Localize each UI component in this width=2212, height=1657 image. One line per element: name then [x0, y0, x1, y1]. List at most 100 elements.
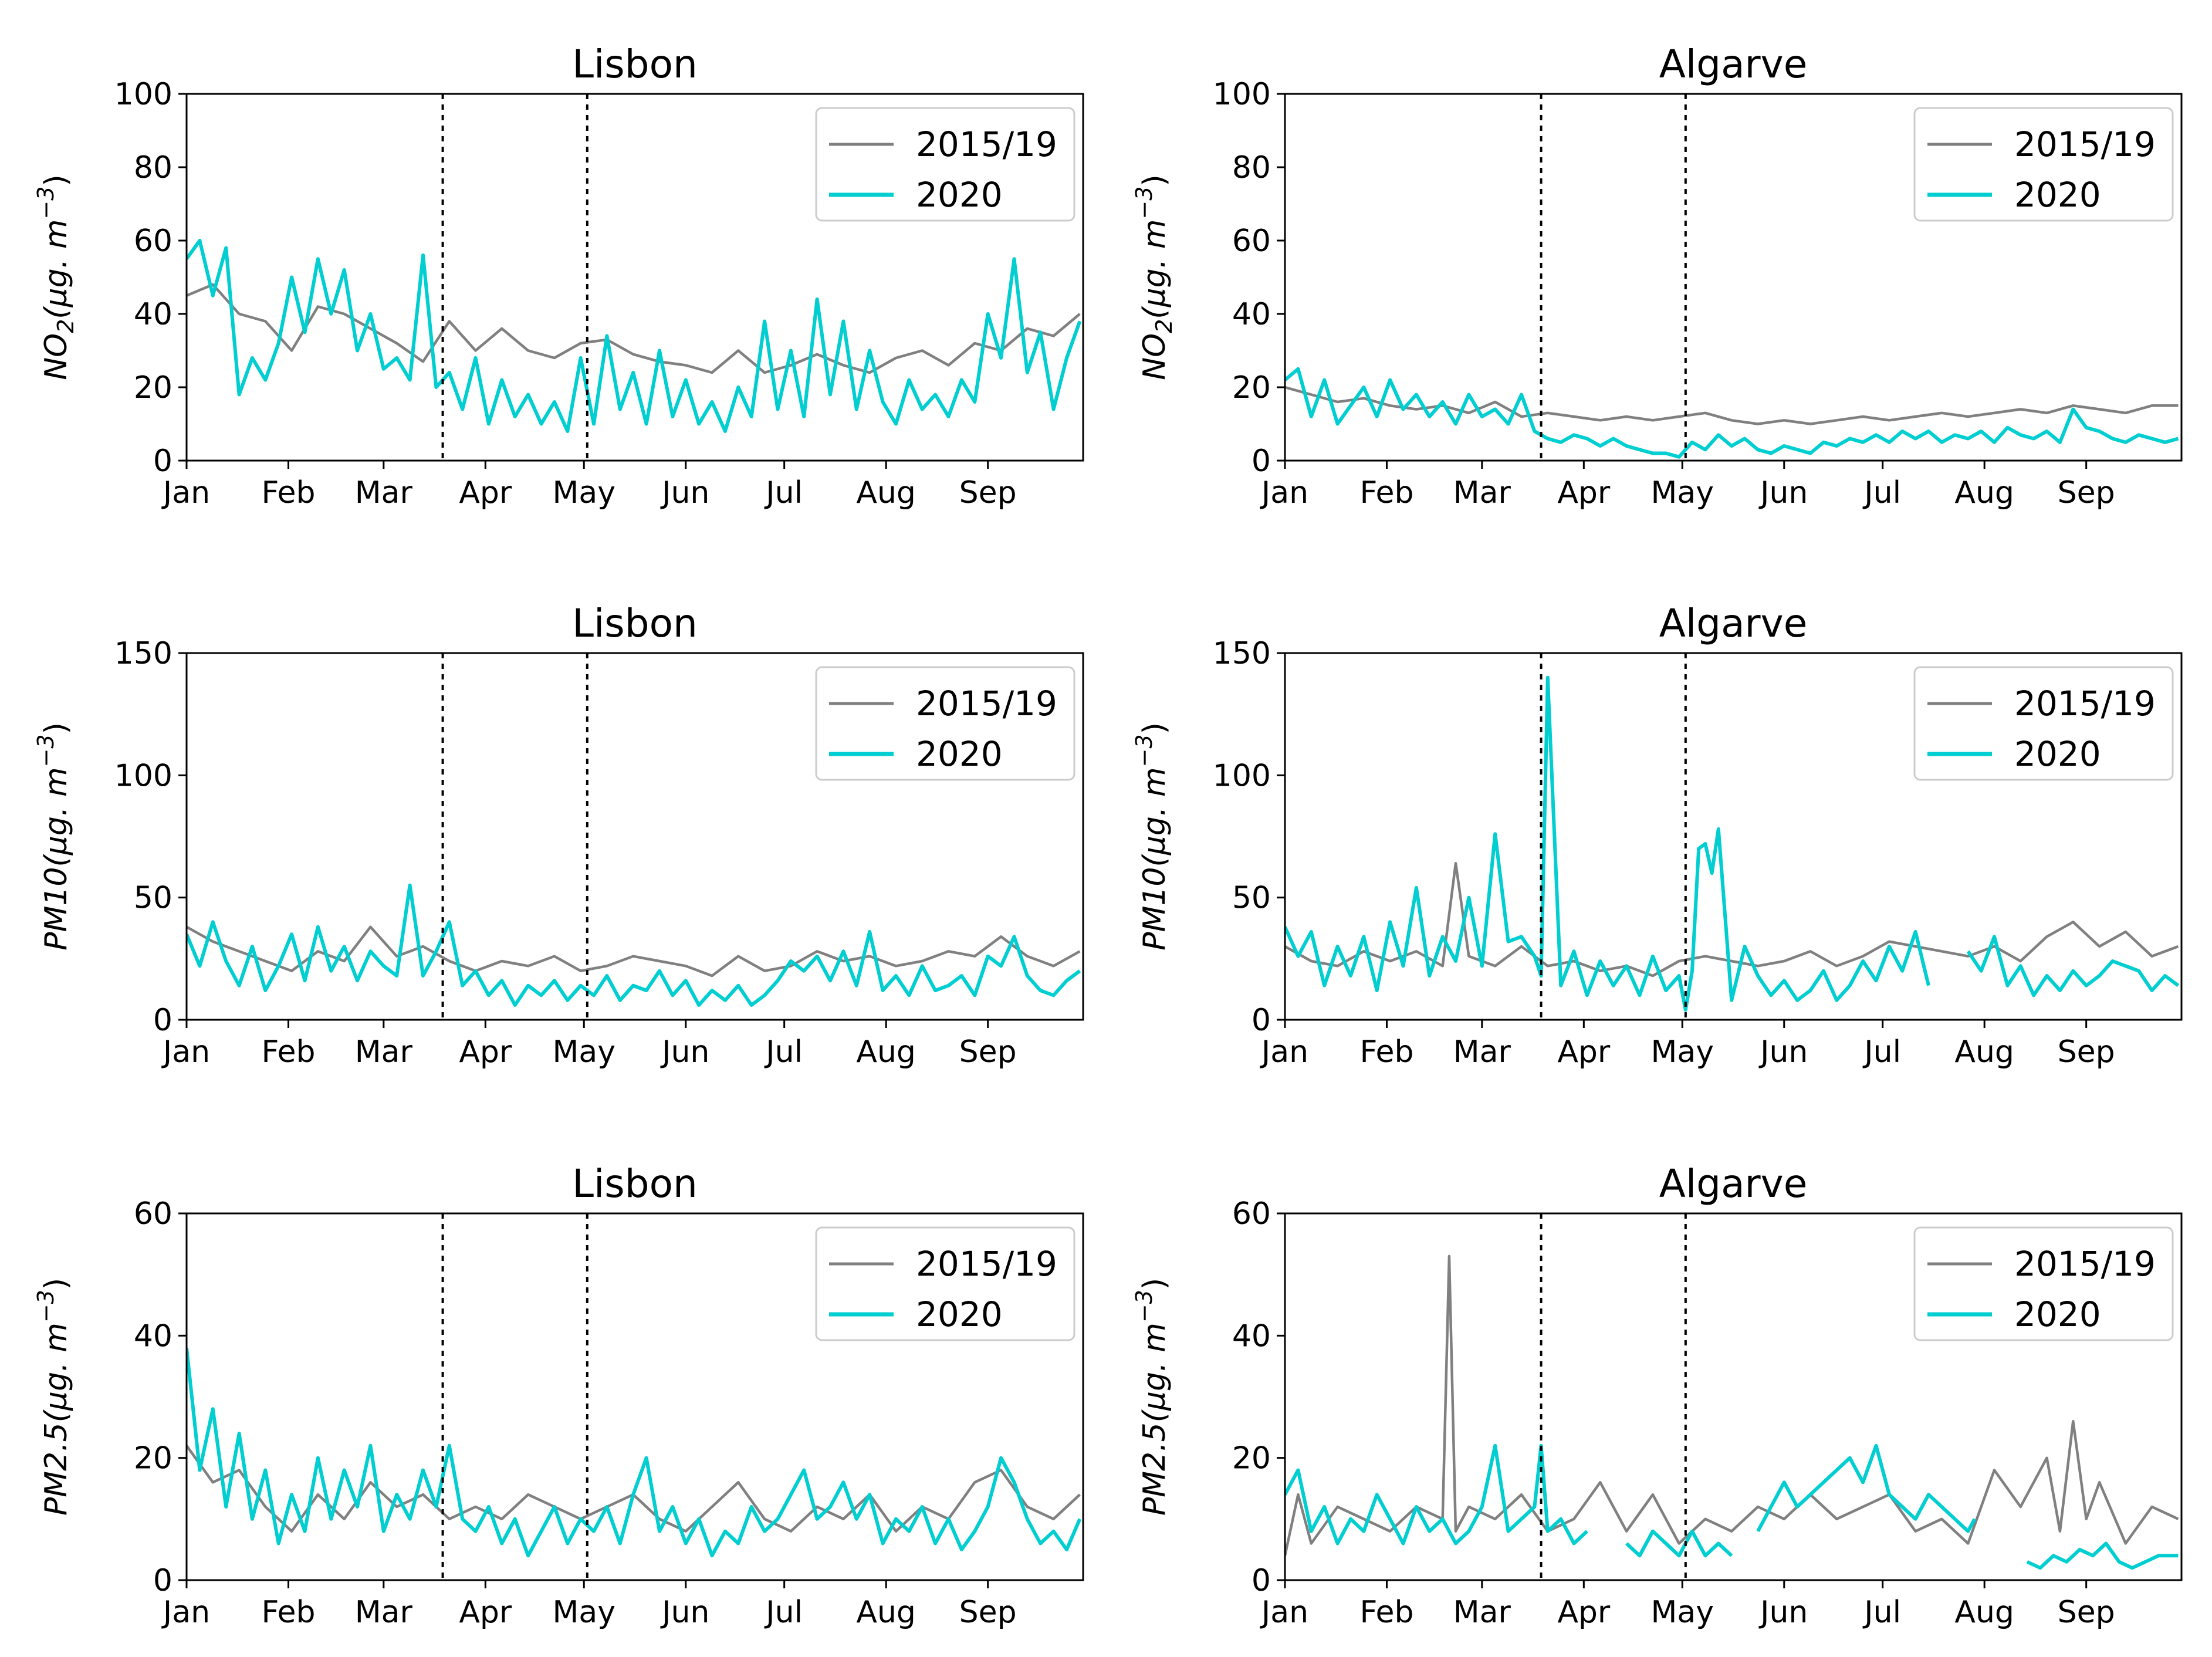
x-tick-label: Jul: [764, 1034, 803, 1070]
x-tick-label: May: [1650, 1034, 1714, 1070]
x-tick-label: Apr: [1557, 1595, 1611, 1630]
x-tick-label: Apr: [1557, 475, 1611, 510]
legend: 2015/19 2020: [1913, 1226, 2174, 1341]
y-tick-label: 60: [134, 224, 173, 259]
x-tick-label: Jul: [764, 1595, 803, 1630]
legend-label-2015-19: 2015/19: [2014, 124, 2156, 164]
y-tick-label: 150: [114, 636, 173, 671]
x-tick-label: Mar: [1453, 475, 1511, 510]
y-label-superscript: −3: [33, 1290, 59, 1323]
series-lines: [187, 1347, 1082, 1558]
y-label-main: PM10: [39, 867, 74, 951]
legend: 2015/19 2020: [1913, 107, 2174, 222]
x-tick-label: Aug: [856, 1034, 916, 1070]
legend-label-2015-19: 2015/19: [916, 684, 1057, 723]
series-2020-line: [1285, 1443, 1588, 1546]
y-label-main: PM2.5: [1137, 1422, 1172, 1516]
series-lines: [1285, 675, 2180, 1012]
x-tick-label: Mar: [1453, 1595, 1511, 1630]
series-2020-line: [187, 239, 1082, 433]
y-axis-label: NO2(μg. m−3): [33, 174, 79, 380]
plot-frame: [1284, 1212, 2183, 1581]
x-tick-label: Jul: [1862, 475, 1901, 510]
y-label-close: ): [1137, 722, 1172, 734]
x-tick-label: Jul: [1862, 1595, 1901, 1630]
y-tick-label: 0: [153, 1003, 173, 1038]
x-tick-label: Jun: [1758, 475, 1808, 510]
x-tick-label: Apr: [459, 475, 512, 510]
x-tick-label: May: [552, 475, 615, 510]
chart-title: Algarve: [1659, 601, 1808, 646]
y-label-units: (μg. m: [39, 767, 74, 867]
y-tick-label: 60: [134, 1196, 173, 1232]
y-label-superscript: −3: [33, 734, 59, 767]
x-tick-label: Sep: [2058, 1034, 2115, 1070]
y-tick-label: 60: [1232, 224, 1271, 259]
x-tick-label: Jun: [660, 1595, 709, 1630]
y-tick-label: 20: [1232, 1441, 1271, 1476]
y-tick-label: 20: [134, 370, 173, 405]
chart-title: Lisbon: [572, 42, 698, 87]
chart-panel-6: Algarve PM2.5(μg. m−3) 0 20 40 60 Jan Feb Mar Apr…: [1131, 1161, 2183, 1630]
x-tick-label: Jan: [1260, 1034, 1308, 1070]
x-tick-label: May: [552, 1034, 615, 1070]
x-tick-label: Sep: [959, 475, 1017, 510]
y-tick-label: 40: [1232, 297, 1271, 332]
series-2015-19-line: [187, 283, 1081, 374]
y-tick-label: 100: [1213, 758, 1271, 793]
y-label-close: ): [39, 174, 74, 186]
x-tick-label: Mar: [355, 475, 413, 510]
x-tick-label: May: [552, 1595, 615, 1630]
legend-label-2015-19: 2015/19: [916, 1244, 1057, 1284]
plot-frame: [185, 93, 1084, 462]
y-axis-label: PM2.5(μg. m−3): [1131, 1278, 1172, 1516]
series-2020-line: [187, 1347, 1082, 1558]
chart-panel-1: Lisbon NO2(μg. m−3) 0 20 40 60 80 100 Jan Feb Mar A…: [33, 42, 1084, 510]
series-lines: [187, 239, 1082, 433]
x-tick-label: Aug: [856, 475, 916, 510]
chart-panel-3: Lisbon PM10(μg. m−3) 0 50 100 150 Jan Feb Mar Apr…: [33, 601, 1084, 1070]
y-label-superscript: −3: [1131, 187, 1157, 219]
y-label-units: (μg. m: [39, 1323, 74, 1422]
x-tick-label: Jan: [161, 475, 210, 510]
y-label-superscript: −3: [1131, 734, 1157, 767]
y-label-superscript: −3: [1131, 1290, 1157, 1323]
series-2015-19-line: [1285, 385, 2179, 425]
legend-label-2020: 2020: [916, 175, 1003, 215]
series-lines: [1285, 367, 2179, 459]
y-label-units: (μg. m: [39, 219, 74, 319]
series-lines: [187, 883, 1081, 1007]
y-tick-label: 20: [134, 1441, 173, 1476]
x-tick-label: Apr: [459, 1034, 512, 1070]
y-label-main: NO: [39, 333, 74, 380]
legend-box: [1913, 1226, 2174, 1341]
y-tick-label: 0: [1252, 1003, 1271, 1038]
y-tick-label: 20: [1232, 370, 1271, 405]
plot-frame: [1284, 93, 2183, 462]
y-label-main: NO: [1137, 333, 1172, 380]
legend-box: [815, 107, 1075, 222]
y-label-units: (μg. m: [1137, 219, 1172, 319]
legend-label-2015-19: 2015/19: [916, 124, 1057, 164]
y-tick-label: 60: [1232, 1196, 1271, 1232]
series-2020-line: [1756, 1443, 1977, 1533]
x-tick-label: Jun: [1758, 1595, 1808, 1630]
x-tick-label: Mar: [1453, 1034, 1511, 1070]
y-tick-label: 80: [1232, 150, 1271, 185]
legend-label-2020: 2020: [2014, 175, 2101, 215]
y-label-main: PM2.5: [39, 1422, 74, 1516]
x-tick-label: Aug: [1954, 1595, 2014, 1630]
y-tick-label: 80: [134, 150, 173, 185]
legend-label-2020: 2020: [916, 1294, 1003, 1334]
series-2020-line: [1285, 367, 2179, 459]
legend-box: [815, 666, 1075, 781]
chart-title: Lisbon: [572, 601, 698, 646]
x-tick-label: Apr: [1557, 1034, 1611, 1070]
chart-title: Algarve: [1659, 1161, 1808, 1206]
legend: 2015/19 2020: [815, 107, 1075, 222]
x-tick-label: Apr: [459, 1595, 512, 1630]
x-tick-label: Mar: [355, 1034, 413, 1070]
y-tick-label: 50: [1232, 881, 1271, 916]
